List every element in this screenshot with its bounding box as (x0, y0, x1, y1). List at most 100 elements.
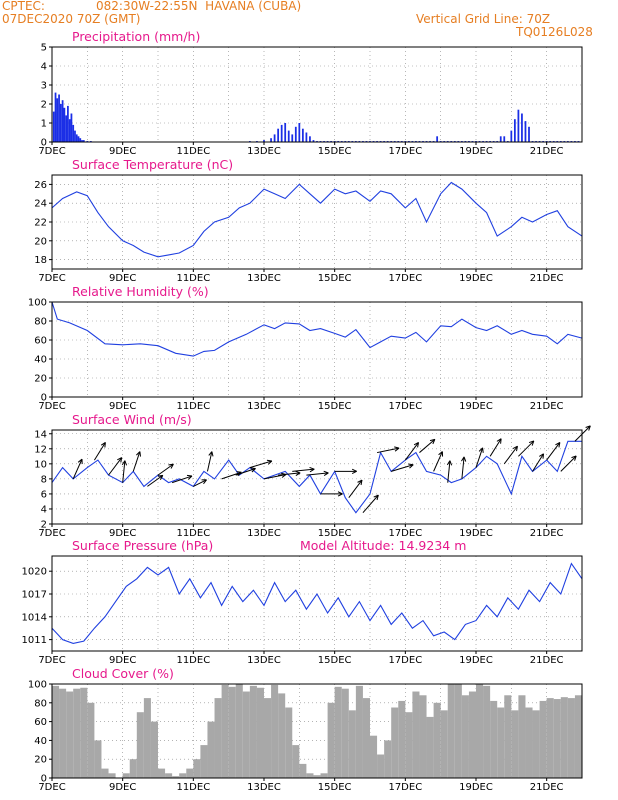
cloud-cover-bar (320, 773, 328, 778)
precipitation-bar (280, 124, 283, 142)
wind-arrow-head (157, 474, 163, 477)
wind-arrow-head (461, 456, 465, 462)
wind-arrow-head (117, 457, 122, 461)
wind-xtick-label: 11DEC (176, 528, 210, 539)
precipitation-bar (77, 136, 80, 142)
cloud-cover-bar (518, 695, 526, 778)
cloud-cover-bar (143, 698, 151, 778)
wind-arrow (404, 442, 419, 461)
cloud-cover-bar (348, 710, 356, 778)
pressure-ytick-label: 1011 (22, 635, 47, 646)
wind-arrow (306, 472, 329, 476)
precipitation-xtick-label: 21DEC (530, 146, 564, 157)
precipitation-xtick-label: 19DEC (459, 146, 493, 157)
cloud-cover-bar (228, 686, 236, 778)
wind-arrow (461, 456, 465, 479)
wind-arrow-head (531, 440, 535, 446)
wind-arrow (391, 464, 414, 472)
wind-arrow-head (124, 460, 128, 466)
temperature-ytick-label: 20 (34, 236, 47, 247)
cloud-cover-bar (419, 695, 427, 778)
wind-arrow-head (429, 438, 435, 442)
wind-arrow (235, 468, 256, 476)
precipitation-bar (503, 136, 506, 142)
precipitation-bar (524, 121, 527, 142)
wind-arrow-head (211, 451, 214, 457)
wind-arrow (532, 453, 544, 472)
cloud-cover-bar (87, 702, 95, 778)
cloud-cover-bar (285, 707, 293, 778)
cloud-cover-bar (136, 712, 144, 778)
pressure-ytick-label: 1017 (22, 590, 47, 601)
cloud-cover-bar (299, 763, 307, 778)
wind-arrow-head (446, 460, 451, 466)
pressure-annotation: Model Altitude: 14.9234 m (300, 538, 466, 553)
cloud-cover-bar (461, 695, 469, 778)
wind-xtick-label: 13DEC (247, 528, 281, 539)
humidity-xtick-label: 7DEC (38, 401, 65, 412)
wind-arrow-head (555, 442, 561, 446)
wind-arrow-head (413, 442, 419, 446)
precipitation-bar (273, 134, 276, 142)
wind-arrow (122, 460, 126, 483)
wind-arrow (518, 440, 535, 457)
cloud-cover-bar (207, 721, 215, 778)
cloud-cover-bar (334, 686, 342, 778)
humidity-frame (51, 301, 583, 398)
wind-arrow (292, 468, 315, 472)
cloud-cover-bar (447, 684, 455, 778)
precipitation-bar (499, 136, 502, 142)
wind-arrow-head (250, 467, 256, 470)
pressure-xtick-label: 21DEC (530, 655, 564, 666)
wind-arrow-head (376, 494, 379, 501)
cloud-cover-bar (129, 759, 137, 778)
wind-arrow (108, 457, 123, 476)
wind-arrow-head (186, 474, 192, 477)
temperature-ytick-label: 26 (34, 180, 47, 191)
wind-arrow-head (463, 456, 467, 462)
temperature-xtick-label: 21DEC (530, 273, 564, 284)
humidity-xtick-label: 21DEC (530, 401, 564, 412)
precipitation-bar (284, 123, 287, 142)
cloud-cover-bar (355, 685, 363, 778)
wind-arrow (475, 447, 484, 468)
wind-arrow (433, 451, 443, 472)
wind-arrow-head (558, 442, 561, 448)
precipitation-xtick-label: 15DEC (318, 146, 352, 157)
cloud-cover-bar (370, 735, 378, 778)
cloud-cover-bar (242, 691, 250, 778)
wind-arrow-head (168, 463, 174, 466)
precipitation-bar (294, 126, 297, 142)
wind-arrow-head (357, 479, 363, 483)
cloud-cover-bar (278, 693, 286, 778)
precipitation-bar (528, 126, 530, 142)
cloud-cover-title: Cloud Cover (%) (72, 666, 174, 681)
cloud-cover-bar (504, 695, 512, 778)
wind-arrow-head (267, 460, 273, 465)
wind-arrow-head (496, 438, 502, 442)
temperature-xtick-label: 19DEC (459, 273, 493, 284)
cloud-cover-ytick-label: 100 (28, 680, 47, 691)
wind-arrow-head (159, 475, 164, 481)
pressure-xtick-label: 19DEC (459, 655, 493, 666)
cloud-cover-bar (101, 768, 109, 778)
wind-arrow-head (500, 438, 502, 444)
precipitation-bar (54, 92, 57, 142)
wind-arrow (560, 455, 577, 472)
precipitation-bar (291, 134, 294, 142)
humidity-ytick-label: 100 (28, 298, 47, 309)
precipitation-bar (309, 136, 311, 142)
cloud-cover-bar (165, 773, 173, 778)
wind-arrow (489, 438, 502, 457)
cloud-cover-xtick-label: 15DEC (318, 782, 352, 793)
cloud-cover-bar (108, 773, 116, 778)
wind-arrow-head (208, 451, 213, 456)
cloud-cover-xtick-label: 9DEC (109, 782, 136, 793)
temperature-ytick-label: 24 (34, 199, 47, 210)
temperature-xtick-label: 17DEC (388, 273, 422, 284)
wind-arrow-head (478, 447, 483, 452)
wind-arrow (574, 425, 591, 442)
precipitation-xtick-label: 11DEC (176, 146, 210, 157)
wind-arrow-head (121, 460, 126, 466)
